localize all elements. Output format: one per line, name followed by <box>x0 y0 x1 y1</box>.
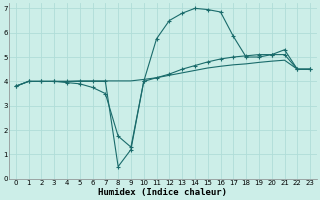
X-axis label: Humidex (Indice chaleur): Humidex (Indice chaleur) <box>99 188 228 197</box>
